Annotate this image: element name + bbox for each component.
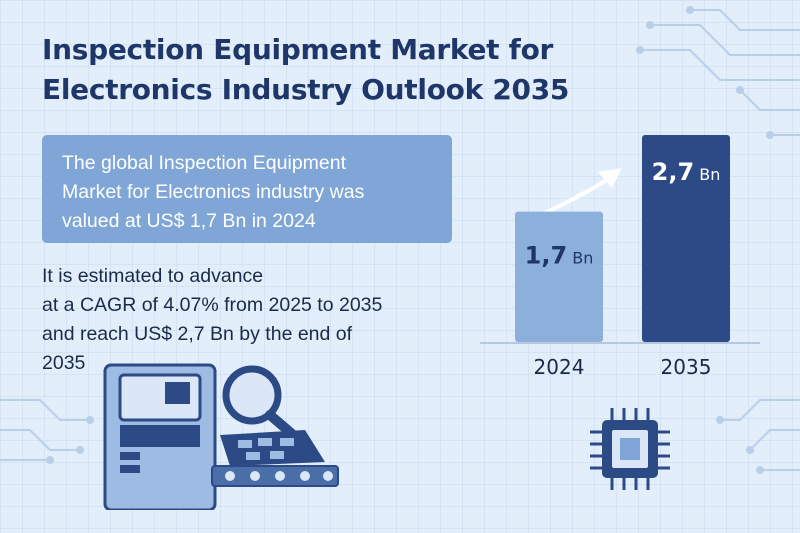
microchip-icon [590,408,670,490]
bar-value-label-2035: 2,7 Bn [652,158,721,186]
market-bar-chart: 1,7 Bn 2024 2,7 Bn 2035 [480,135,760,379]
market-value-line-3: valued at US$ 1,7 Bn in 2024 [62,210,316,232]
market-value-line-2: Market for Electronics industry was [62,181,365,203]
x-tick-label-2035: 2035 [661,355,712,379]
market-value-line-1: The global Inspection Equipment [62,152,347,174]
forecast-text: It is estimated to advance at a CAGR of … [42,262,482,378]
circuit-board-icon [220,430,325,466]
forecast-line-2: at a CAGR of 4.07% from 2025 to 2035 [42,294,383,316]
bar-2024 [515,211,603,342]
title-line-1: Inspection Equipment Market for [42,33,554,66]
x-tick-label-2024: 2024 [534,355,585,379]
inspection-machine-icon [103,363,339,510]
forecast-line-3: and reach US$ 2,7 Bn by the end of [42,323,353,345]
title-line-2: Electronics Industry Outlook 2035 [42,73,570,106]
magnifying-glass-icon [222,365,310,450]
market-value-box: The global Inspection Equipment Market f… [42,135,452,243]
page-title: Inspection Equipment Market for Electron… [42,30,642,110]
forecast-line-4: 2035 [42,352,86,374]
bar-value-label-2024: 1,7 Bn [525,242,594,270]
arrow-up-icon [598,168,622,188]
bar-2035 [642,135,730,342]
forecast-line-1: It is estimated to advance [42,265,264,287]
